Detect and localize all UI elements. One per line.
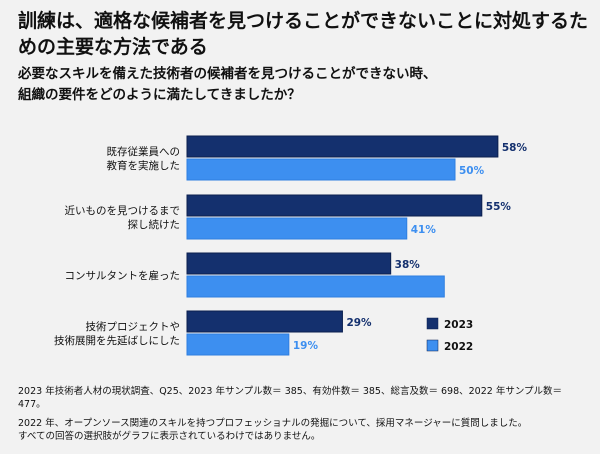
data-label: 38% (395, 259, 421, 271)
bar-2022 (186, 158, 456, 181)
data-label: 41% (411, 224, 437, 236)
data-label: 55% (486, 201, 512, 213)
legend-swatch-2022 (426, 339, 439, 352)
bar-2022 (186, 275, 445, 298)
legend-label: 2023 (444, 319, 473, 331)
category-label: 教育を実施した (107, 159, 181, 172)
data-label: 29% (346, 317, 372, 329)
category-label: 技術展開を先延ばしにした (54, 334, 180, 347)
bar-2022 (186, 217, 408, 240)
data-label: 50% (459, 165, 485, 177)
bar-2023 (186, 194, 483, 217)
legend-swatch-2023 (426, 317, 439, 330)
data-label: 19% (293, 340, 319, 352)
data-label: 58% (502, 142, 528, 154)
chart-subtitle: 必要なスキルを備えた技術者の候補者を見つけることができない時、 組織の要件をどの… (18, 64, 588, 106)
footnote-question: 2022 年、オープンソース関連のスキルを持つプロフェッショナルの発掘について、… (18, 418, 528, 429)
bar-2023 (186, 135, 499, 158)
chart-title: 訓練は、適格な候補者を見つけることができないことに対処するための主要な方法である (18, 10, 589, 58)
category-label: 探し続けた (128, 218, 181, 231)
subtitle-line: 組織の要件をどのように満たしてきましたか？ (18, 87, 301, 103)
bar-2022 (186, 333, 290, 356)
category-label: コンサルタントを雇った (65, 269, 181, 282)
subtitle-line: 必要なスキルを備えた技術者の候補者を見つけることができない時、 (18, 66, 437, 82)
footnote-note: すべての回答の選択肢がグラフに表示されているわけではありません。 (18, 431, 321, 442)
legend-label: 2022 (444, 341, 473, 353)
bar-2023 (186, 252, 392, 275)
category-label: 既存従業員への (107, 145, 181, 158)
category-label: 技術プロジェクトや (86, 320, 181, 333)
footnote-source: 2023 年技術者人材の現状調査、Q25、2023 年サンプル数＝ 385、有効… (18, 386, 563, 410)
bar-2023 (186, 310, 343, 333)
category-label: 近いものを見つけるまで (65, 204, 181, 217)
